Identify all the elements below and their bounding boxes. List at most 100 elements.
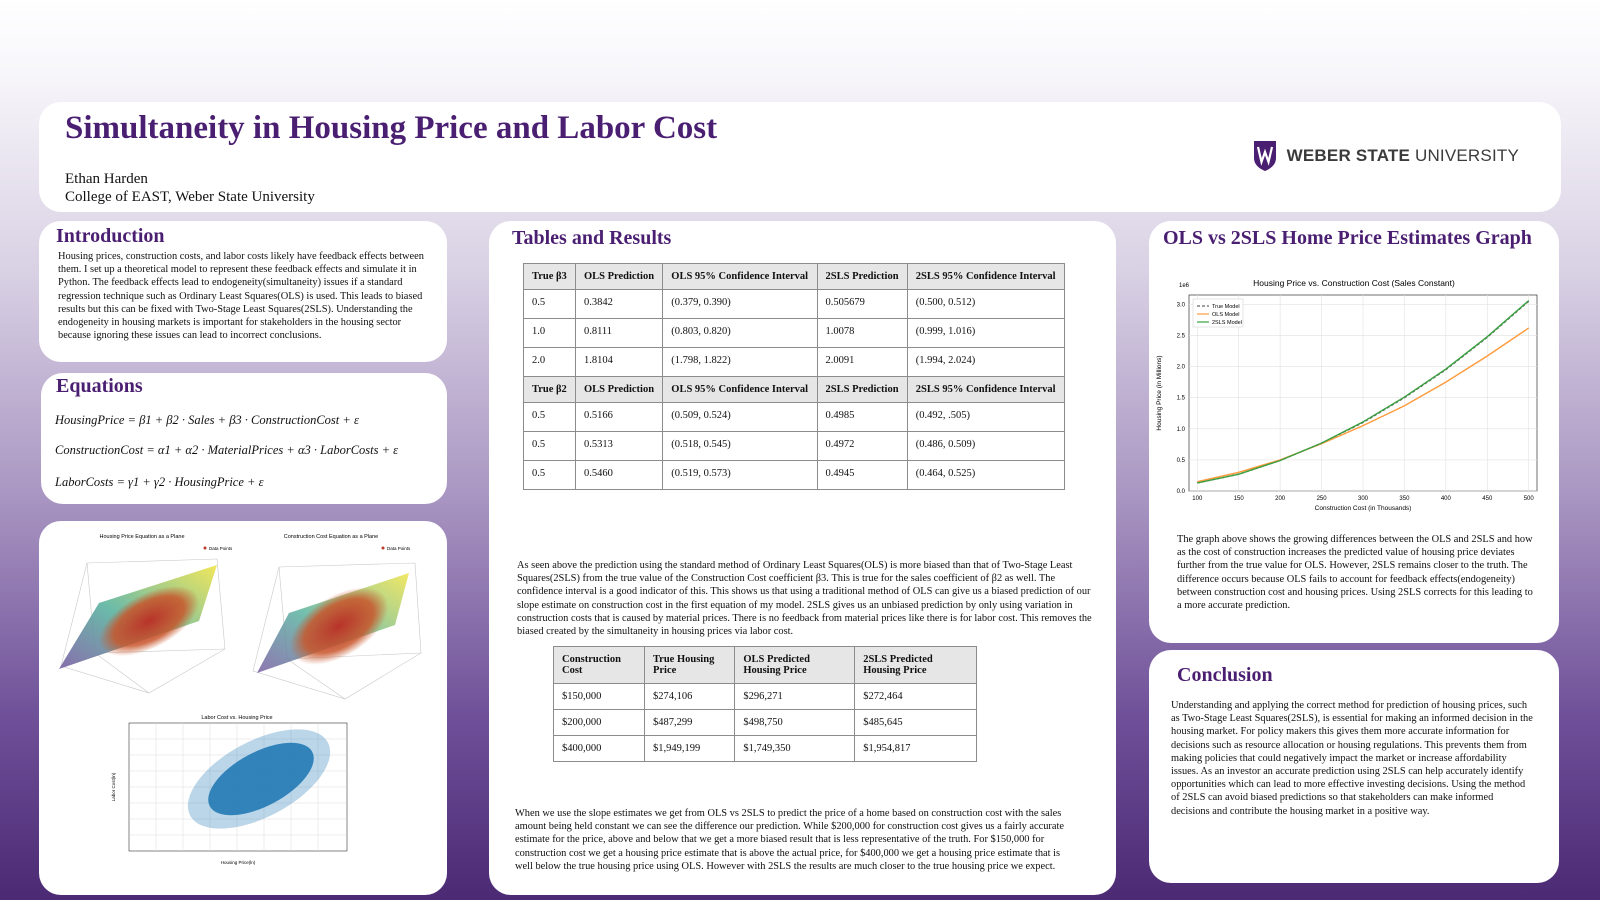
table-header-row: True β2 OLS Prediction OLS 95% Confidenc… [523,376,1066,403]
table-cell: 0.5166 [574,402,664,432]
fig1-legend: Data Points [203,546,233,551]
fig3-scatter-halo [187,729,331,829]
conclusion-panel: Conclusion Understanding and applying th… [1149,650,1559,883]
price-prediction-table: Construction Cost True Housing Price OLS… [553,646,977,762]
table-header-cell: 2SLS 95% Confidence Interval [906,376,1066,403]
author-block: Ethan Harden College of EAST, Weber Stat… [65,170,315,206]
table-row: 0.5 0.5313 (0.518, 0.545) 0.4972 (0.486,… [523,431,1066,461]
figures-panel: Housing Price Equation as a Plane Data P… [39,521,447,895]
poster-title: Simultaneity in Housing Price and Labor … [65,110,718,146]
graph-description: The graph above shows the growing differ… [1177,534,1533,612]
table-header-cell: OLS Predicted Housing Price [734,646,856,684]
chart-x-tick-label: 500 [1524,496,1535,502]
table-row: 0.5 0.5166 (0.509, 0.524) 0.4985 (0.492,… [523,402,1066,432]
chart-title: Housing Price vs. Construction Cost (Sal… [1253,278,1455,288]
table-row: 0.5 0.3842 (0.379, 0.390) 0.505679 (0.50… [523,289,1066,319]
chart-y-tick-label: 2.0 [1177,365,1186,371]
table-cell: (0.999, 1.016) [906,318,1066,348]
chart-series-line [1197,300,1530,484]
chart-series [1197,300,1530,484]
chart-grid [1189,295,1537,492]
table-cell: $1,954,817 [854,735,977,762]
table-cell: (0.464, 0.525) [906,460,1066,490]
table-cell: 0.4945 [816,460,908,490]
table-cell: $296,271 [734,683,856,710]
chart-y-tick-label: 1.0 [1177,427,1186,433]
results-paragraph-1: As seen above the prediction using the s… [517,560,1092,638]
chart-legend: True Model OLS Model 2SLS Model [1192,298,1244,328]
table-cell: (1.994, 2.024) [906,347,1066,377]
chart-x-tick-label: 250 [1317,496,1328,502]
chart-y-offset-label: 1e6 [1179,283,1190,289]
table-header-cell: OLS 95% Confidence Interval [662,376,818,403]
table-cell: (0.803, 0.820) [662,318,818,348]
equation-housing-price: HousingPrice = β1 + β2 · Sales + β3 · Co… [55,413,359,428]
graph-heading: OLS vs 2SLS Home Price Estimates Graph [1163,227,1532,249]
eq1-text: HousingPrice = β1 + β2 · Sales + β3 · Co… [55,413,359,427]
fig1-data-cloud [98,585,200,657]
introduction-text: Housing prices, construction costs, and … [58,251,424,342]
equations-heading: Equations [56,375,143,397]
table-cell: (0.486, 0.509) [906,431,1066,461]
home-price-chart: Housing Price vs. Construction Cost (Sal… [1156,278,1538,512]
equation-construction-cost: ConstructionCost = α1 + α2 · MaterialPri… [55,443,398,458]
table-cell: $150,000 [553,683,645,710]
chart-series-line [1197,327,1530,483]
fig3-xlabel: Housing Price(ln) [221,860,256,865]
table-row: 1.0 0.8111 (0.803, 0.820) 1.0078 (0.999,… [523,318,1066,348]
table-row: $400,000 $1,949,199 $1,749,350 $1,954,81… [553,735,977,762]
table-cell: $1,949,199 [643,735,736,762]
chart-y-tick-label: 0.5 [1177,458,1186,464]
equation-labor-costs: LaborCosts = γ1 + γ2 · HousingPrice + ε [55,475,264,490]
chart-x-tick-label: 400 [1441,496,1452,502]
table-cell: 0.5 [523,460,576,490]
table-cell: $498,750 [734,709,856,736]
table-cell: 0.5 [523,402,576,432]
table-cell: 0.5460 [574,460,664,490]
chart-y-tick-label: 3.0 [1177,302,1186,308]
logo-rest: UNIVERSITY [1410,146,1519,165]
chart-y-label: Housing Price (in Millions) [1156,355,1163,430]
chart-legend-label: OLS Model [1212,312,1240,318]
table-header-cell: 2SLS 95% Confidence Interval [906,263,1066,290]
author-affiliation: College of EAST, Weber State University [65,189,315,205]
chart-y-tick-label: 0.0 [1177,489,1186,495]
table-cell: 2.0091 [816,347,908,377]
logo-bold: WEBER STATE [1286,146,1411,165]
university-logo: WEBER STATE UNIVERSITY [1253,140,1519,172]
eq2-text: ConstructionCost = α1 + α2 · MaterialPri… [55,443,399,457]
logo-wordmark: WEBER STATE UNIVERSITY [1287,146,1519,166]
tables-heading: Tables and Results [512,227,672,249]
chart-legend-label: True Model [1212,304,1240,310]
conclusion-heading: Conclusion [1177,664,1273,686]
table-cell: (0.509, 0.524) [662,402,818,432]
table-cell: 0.3842 [574,289,664,319]
introduction-panel: Introduction Housing prices, constructio… [39,221,447,362]
chart-y-tick-label: 1.5 [1177,396,1186,402]
poster-header: Simultaneity in Housing Price and Labor … [39,102,1561,212]
fig3-scatter-cloud [208,742,314,816]
eq3-text: LaborCosts = γ1 + γ2 · HousingPrice + ε [55,475,264,489]
table-header-cell: True β2 [523,376,576,403]
tables-results-panel: Tables and Results True β3 OLS Predictio… [489,221,1116,895]
table-cell: (0.518, 0.545) [662,431,818,461]
table-cell: $485,645 [854,709,977,736]
table-cell: 0.4985 [816,402,908,432]
graph-panel: OLS vs 2SLS Home Price Estimates Graph H… [1149,221,1559,643]
table-cell: $200,000 [553,709,645,736]
chart-x-label: Construction Cost (in Thousands) [1315,505,1412,512]
chart-x-ticks: 100 150 200 250 300 350 400 450 500 [1192,496,1534,502]
chart-x-tick-label: 200 [1275,496,1286,502]
fig1-title: Housing Price Equation as a Plane [100,534,185,540]
chart-y-ticks: 0.0 0.5 1.0 1.5 2.0 2.5 3.0 [1177,302,1186,495]
table-cell: (1.798, 1.822) [662,347,818,377]
table-header-row: Construction Cost True Housing Price OLS… [553,646,977,684]
table-cell: (0.379, 0.390) [662,289,818,319]
table-cell: $274,106 [643,683,736,710]
table-header-cell: OLS Prediction [574,263,664,290]
table-cell: 0.5 [523,431,576,461]
results-paragraph-2: When we use the slope estimates we get f… [515,808,1064,872]
table-cell: $272,464 [854,683,977,710]
table-header-cell: OLS Prediction [574,376,664,403]
table-header-cell: Construction Cost [553,646,645,684]
